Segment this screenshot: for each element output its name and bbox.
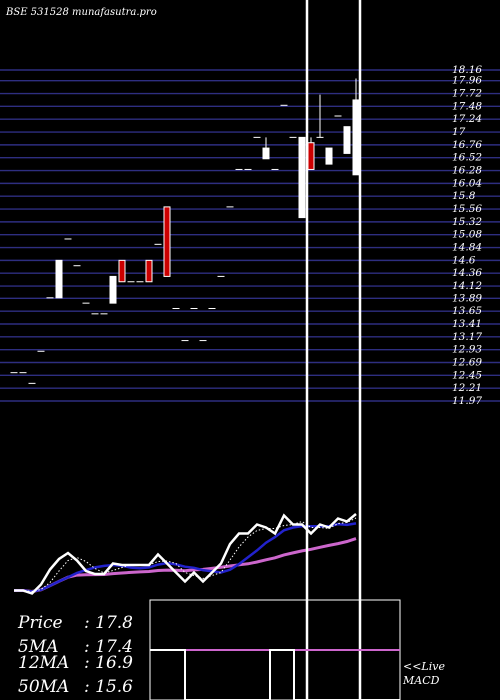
candle-body-up [109,275,117,304]
price-tick-label: 12.45 [452,369,482,381]
candle-body-down [163,206,171,277]
price-tick-label: 14.12 [452,280,482,292]
candle [163,206,171,277]
moving-average-panel [14,0,362,700]
price-tick-label: 14.84 [452,242,482,254]
price-tick-label: 15.32 [452,216,482,228]
price-tick-label: 16.04 [452,177,482,189]
ma-slow-line [14,537,357,594]
candle [118,259,126,283]
price-tick-label: 17 [452,126,466,138]
price-tick-label: 16.28 [452,165,482,177]
ma-short-line [14,517,357,593]
price-tick-label: 13.17 [452,331,482,343]
candle [343,126,351,154]
chart-title: BSE 531528 munafasutra.pro [5,7,157,18]
candle-body-up [55,259,63,299]
price-tick-label: 12.93 [452,344,482,356]
macd-line [150,649,400,700]
price-tick-label: 18.16 [452,64,482,76]
candle-body-down [118,259,126,283]
price-tick-label: 12.69 [452,356,482,368]
candle-body-up [352,99,360,176]
candle-body-up [298,136,306,219]
candle-body-up [262,147,270,160]
price-tick-label: 14.6 [452,254,476,266]
price-tick-label: 13.89 [452,292,482,304]
candle [145,259,153,283]
price-tick-label: 11.97 [452,395,482,407]
price-tick-label: 16.52 [452,152,482,164]
stat-5ma: 5MA: 17.4 [18,637,133,657]
candle [316,94,324,138]
candle [109,275,117,304]
candle-body-down [145,259,153,283]
macd-legend-macd: MACD [403,674,440,687]
macd-panel [149,599,401,700]
stat-12ma: 12MA: 16.9 [18,653,133,673]
price-grid [0,69,500,402]
stat-50ma: 50MA: 15.6 [18,677,133,697]
price-tick-label: 13.65 [452,305,482,317]
price-tick-label: 15.08 [452,229,482,241]
price-axis: 18.1617.9617.7217.4817.241716.7616.5216.… [452,64,482,407]
candle [307,137,315,170]
price-line [14,513,357,595]
price-tick-label: 13.41 [452,318,482,330]
candle-body-up [343,126,351,154]
candle-body-up [325,147,333,165]
candle [298,136,306,219]
price-tick-label: 17.96 [452,75,482,87]
price-tick-label: 14.36 [452,267,482,279]
price-tick-label: 16.76 [452,139,482,151]
ma-fast-line [14,522,357,593]
candle [325,147,333,165]
candle [55,259,63,299]
macd-legend-live: <<Live [403,660,445,673]
price-tick-label: 15.8 [452,190,476,202]
candles [10,78,360,384]
candle [262,137,270,160]
price-tick-label: 17.48 [452,100,482,112]
price-tick-label: 15.56 [452,203,482,215]
price-tick-label: 17.24 [452,113,482,125]
stat-price: Price: 17.8 [18,613,133,633]
candle-body-down [307,142,315,170]
price-tick-label: 12.21 [452,382,482,394]
price-tick-label: 17.72 [452,88,482,100]
